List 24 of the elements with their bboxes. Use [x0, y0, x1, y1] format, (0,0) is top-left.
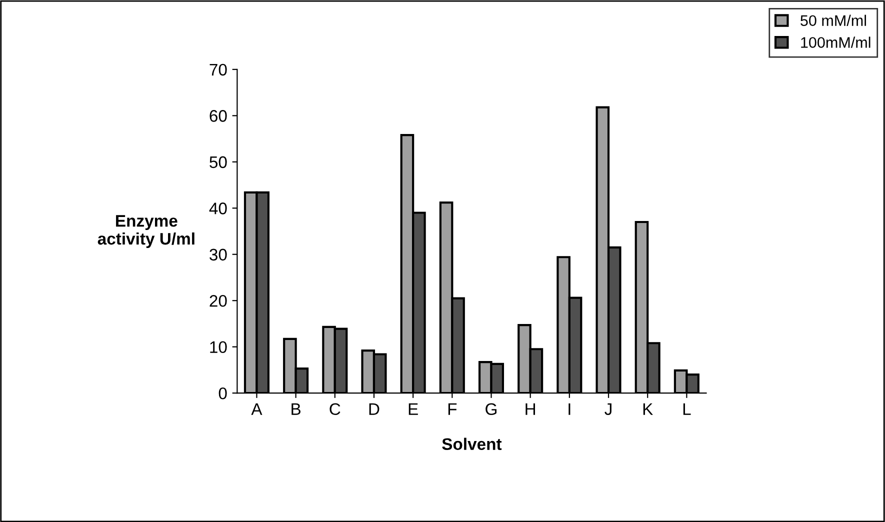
y-tick-label: 70 [210, 64, 227, 76]
x-axis-title: Solvent [442, 438, 502, 450]
y-tick-label: 20 [210, 295, 227, 307]
x-tick-label: G [486, 403, 496, 416]
legend-label: 50 mM/ml [800, 14, 866, 26]
x-tick-label: A [251, 403, 262, 415]
x-tick-label: C [330, 403, 340, 416]
x-tick-label: I [568, 403, 570, 415]
x-tick-label: K [643, 403, 653, 415]
y-axis-title: Enzyme activity U/ml [98, 215, 194, 248]
y-tick-label: 0 [218, 387, 227, 400]
x-tick-label: L [683, 403, 691, 415]
x-tick-label: B [292, 403, 300, 415]
y-tick-label: 30 [210, 248, 227, 261]
x-tick-label: H [526, 403, 535, 415]
y-tick-label: 10 [210, 341, 227, 354]
x-tick-label: E [408, 403, 418, 415]
x-tick-label: F [448, 403, 457, 415]
y-tick-label: 40 [209, 202, 227, 214]
y-tick-label: 60 [210, 110, 227, 122]
legend-label: 100mM/ml [801, 36, 870, 48]
y-tick-label: 50 [210, 156, 227, 168]
x-tick-label: J [604, 403, 612, 416]
x-tick-label: D [369, 403, 380, 415]
